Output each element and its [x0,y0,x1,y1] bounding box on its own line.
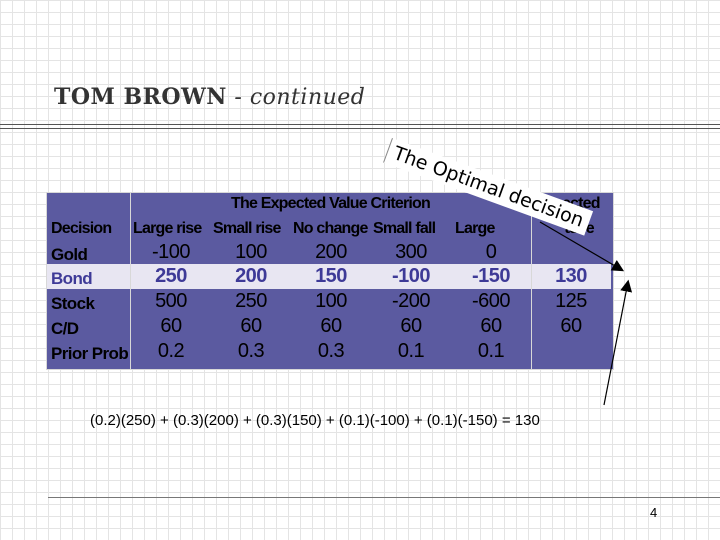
col-header-large-rise: Large rise [133,220,202,237]
gold-small-rise: 100 [235,241,267,263]
row-label-bond: Bond [51,269,93,288]
prob-large-rise: 0.2 [157,340,185,362]
bond-small-rise: 200 [235,265,267,287]
cd-no-change: 60 [320,315,342,337]
cd-small-fall: 60 [400,315,422,337]
title-rule-secondary [0,128,720,129]
bond-row-highlight [47,264,611,289]
page-number: 4 [650,505,658,520]
cd-large-rise: 60 [160,315,182,337]
bond-large-fall: -150 [471,265,511,287]
table-caption: The Expected Value Criterion [231,195,431,212]
bond-small-fall: -100 [391,265,431,287]
table-grid-line [531,193,532,369]
gold-no-change: 200 [315,241,347,263]
row-label-gold: Gold [51,245,88,264]
cd-large-fall: 60 [480,315,502,337]
stock-no-change: 100 [315,290,347,312]
row-label-stock: Stock [51,294,95,313]
gold-large-fall: 0 [485,241,497,263]
stock-large-rise: 500 [155,290,187,312]
stock-small-rise: 250 [235,290,267,312]
slide-title: TOM BROWN - continued [54,84,365,110]
prob-no-change: 0.3 [317,340,345,362]
col-header-small-fall: Small fall [373,220,436,237]
bond-no-change: 150 [315,265,347,287]
formula-arrow [603,279,633,406]
row-label-cd: C/D [51,319,79,338]
row-label-prior-prob: Prior Prob [51,344,129,363]
stock-small-fall: -200 [391,290,431,312]
gold-small-fall: 300 [395,241,427,263]
expected-value-formula: (0.2)(250) + (0.3)(200) + (0.3)(150) + (… [90,412,540,429]
prob-small-fall: 0.1 [397,340,425,362]
expected-value-table: The Expected Value Criterion Expected De… [46,192,614,370]
stock-large-fall: -600 [471,290,511,312]
prob-large-fall: 0.1 [477,340,505,362]
table-grid-line [130,193,131,369]
bond-large-rise: 250 [155,265,187,287]
col-header-large-fall: Large [455,220,495,237]
col-header-no-change: No change [293,220,368,237]
title-main: TOM BROWN [54,84,227,110]
col-header-decision: Decision [51,220,112,237]
cd-expected-value: 60 [560,315,582,337]
stock-expected-value: 125 [555,290,587,312]
callout-arrow [539,221,625,272]
title-subtitle: - continued [226,85,366,110]
footer-rule [48,497,720,498]
cd-small-rise: 60 [240,315,262,337]
title-rule [0,124,720,125]
gold-large-rise: -100 [151,241,191,263]
prob-small-rise: 0.3 [237,340,265,362]
col-header-small-rise: Small rise [213,220,281,237]
bond-expected-value: 130 [555,265,587,287]
